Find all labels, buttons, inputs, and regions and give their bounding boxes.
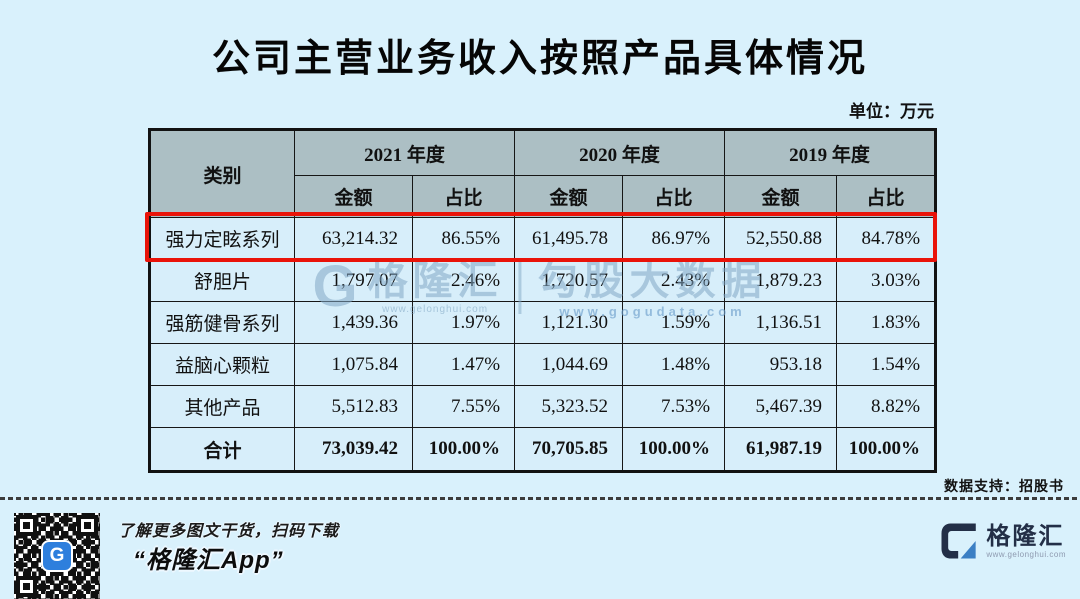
ratio-cell: 100.00% <box>622 427 726 472</box>
page-title: 公司主营业务收入按照产品具体情况 <box>211 38 868 80</box>
column-header-ratio-2019: 占比 <box>836 175 937 218</box>
amount-cell: 63,214.32 <box>294 217 413 260</box>
amount-cell: 5,512.83 <box>294 385 413 428</box>
amount-cell: 61,495.78 <box>514 217 624 260</box>
qr-finder-icon <box>16 576 37 597</box>
ratio-cell: 1.83% <box>836 301 937 344</box>
qr-finder-icon <box>16 515 37 536</box>
ratio-cell: 1.59% <box>622 301 726 344</box>
ratio-cell: 1.97% <box>411 301 516 344</box>
data-source-label: 数据支持：招股书 <box>944 480 1064 495</box>
revenue-by-product-table: 类别 2021 年度 2020 年度 2019 年度 金额 占比 金额 占比 金… <box>148 128 938 473</box>
amount-cell: 953.18 <box>724 343 838 386</box>
amount-cell: 61,987.19 <box>724 427 838 472</box>
brand-url-text: www.gelonghui.com <box>986 549 1066 559</box>
column-header-year-2021: 2021 年度 <box>293 129 516 176</box>
amount-cell: 1,044.69 <box>514 343 624 386</box>
ratio-cell: 100.00% <box>836 427 937 472</box>
brand-name-text: 格隆汇 <box>986 522 1065 550</box>
table-row: 益脑心颗粒 1,075.84 1.47% 1,044.69 1.48% 953.… <box>149 343 937 386</box>
revenue-table-container: 类别 2021 年度 2020 年度 2019 年度 金额 占比 金额 占比 金… <box>145 128 938 473</box>
ratio-cell: 8.82% <box>836 385 937 428</box>
ratio-cell: 2.43% <box>622 259 726 302</box>
category-cell: 强力定眩系列 <box>149 217 295 260</box>
ratio-cell: 1.48% <box>622 343 726 386</box>
table-row: 舒胆片 1,797.07 2.46% 1,720.57 2.43% 1,879.… <box>149 259 937 302</box>
amount-cell: 1,439.36 <box>294 301 413 344</box>
amount-cell: 1,879.23 <box>724 259 838 302</box>
ratio-cell: 100.00% <box>411 427 516 472</box>
ratio-cell: 84.78% <box>836 217 937 260</box>
category-cell: 舒胆片 <box>149 259 295 302</box>
amount-cell: 1,797.07 <box>294 259 413 302</box>
table-row: 强筋健骨系列 1,439.36 1.97% 1,121.30 1.59% 1,1… <box>149 301 937 344</box>
column-header-ratio-2020: 占比 <box>622 175 726 218</box>
qr-finder-icon <box>77 515 98 536</box>
amount-cell: 5,467.39 <box>724 385 838 428</box>
column-header-year-2019: 2019 年度 <box>724 129 937 176</box>
category-cell: 其他产品 <box>149 385 295 428</box>
amount-cell: 73,039.42 <box>294 427 413 472</box>
amount-cell: 70,705.85 <box>514 427 624 472</box>
column-header-ratio-2021: 占比 <box>411 175 516 218</box>
category-cell: 强筋健骨系列 <box>149 301 295 344</box>
total-label-cell: 合计 <box>149 427 295 472</box>
unit-label: 单位：万元 <box>849 102 934 121</box>
footer-app-name: “格隆汇App” <box>133 547 284 574</box>
column-header-amount-2021: 金额 <box>294 175 413 218</box>
ratio-cell: 2.46% <box>411 259 516 302</box>
ratio-cell: 3.03% <box>836 259 937 302</box>
amount-cell: 52,550.88 <box>724 217 838 260</box>
table-row: 其他产品 5,512.83 7.55% 5,323.52 7.53% 5,467… <box>149 385 937 428</box>
ratio-cell: 86.97% <box>622 217 726 260</box>
ratio-cell: 7.53% <box>622 385 726 428</box>
column-header-amount-2020: 金额 <box>514 175 624 218</box>
qr-code: G <box>14 513 100 599</box>
ratio-cell: 7.55% <box>411 385 516 428</box>
brand-logo: 格隆汇 www.gelonghui.com <box>939 521 1066 561</box>
ratio-cell: 1.47% <box>411 343 516 386</box>
infographic-page: { "page": { "title": "公司主营业务收入按照产品具体情况",… <box>0 38 1080 599</box>
column-header-amount-2019: 金额 <box>724 175 838 218</box>
table-total-row: 合计 73,039.42 100.00% 70,705.85 100.00% 6… <box>149 427 937 472</box>
qr-center-logo-icon: G <box>41 540 73 572</box>
gelonghui-g-icon <box>941 523 977 559</box>
amount-cell: 1,121.30 <box>514 301 624 344</box>
amount-cell: 5,323.52 <box>514 385 624 428</box>
amount-cell: 1,720.57 <box>514 259 624 302</box>
footer-promo-text: 了解更多图文干货，扫码下载 <box>118 523 340 540</box>
table-row-highlighted: 强力定眩系列 63,214.32 86.55% 61,495.78 86.97%… <box>149 217 937 260</box>
footer-dashed-divider <box>0 497 1080 500</box>
ratio-cell: 86.55% <box>411 217 516 260</box>
column-header-year-2020: 2020 年度 <box>514 129 726 176</box>
amount-cell: 1,136.51 <box>724 301 838 344</box>
amount-cell: 1,075.84 <box>294 343 413 386</box>
column-header-category: 类别 <box>149 129 295 218</box>
category-cell: 益脑心颗粒 <box>149 343 295 386</box>
ratio-cell: 1.54% <box>836 343 937 386</box>
